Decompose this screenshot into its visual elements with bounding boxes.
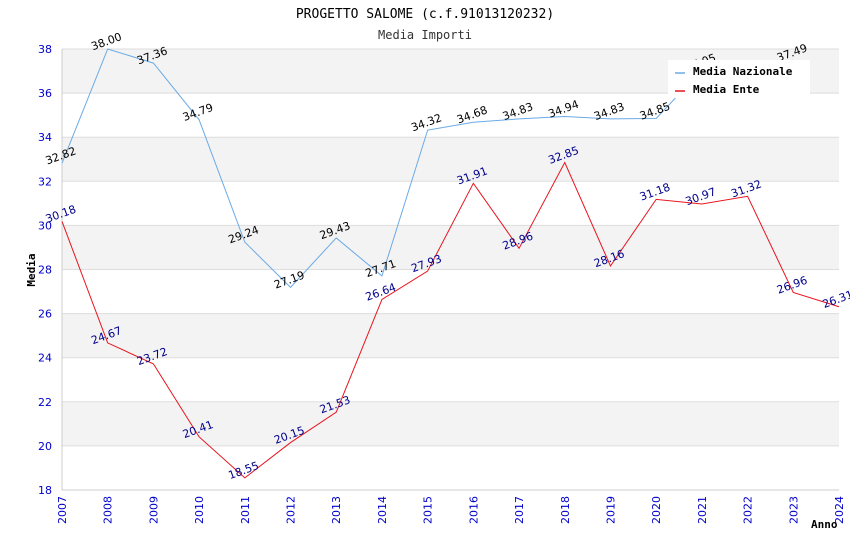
x-tick-label: 2023 <box>787 496 800 524</box>
y-tick-label: 38 <box>38 43 52 56</box>
x-tick-label: 2022 <box>742 496 755 524</box>
x-tick-label: 2024 <box>833 496 846 524</box>
y-tick-label: 32 <box>38 175 52 188</box>
plot-band <box>62 313 839 358</box>
y-axis-ticks: 18 20 22 24 26 28 30 32 34 36 38 <box>38 43 52 497</box>
x-tick-label: 2011 <box>239 496 252 524</box>
x-tick-label: 2014 <box>376 496 389 524</box>
legend-background <box>668 60 810 98</box>
y-tick-label: 36 <box>38 87 52 100</box>
plot-band <box>62 269 839 314</box>
x-tick-label: 2010 <box>193 496 206 524</box>
x-tick-label: 2013 <box>330 496 343 524</box>
y-tick-label: 30 <box>38 219 52 232</box>
plot-band <box>62 445 839 490</box>
y-axis-label: Media <box>25 253 38 286</box>
legend: Media Nazionale Media Ente <box>668 60 810 98</box>
legend-label-media-nazionale: Media Nazionale <box>693 65 793 78</box>
y-tick-label: 22 <box>38 396 52 409</box>
x-tick-label: 2008 <box>102 496 115 524</box>
plot-band <box>62 93 839 138</box>
x-tick-label: 2017 <box>513 496 526 524</box>
series-line-media-nazionale <box>61 48 794 289</box>
y-tick-label: 26 <box>38 308 52 321</box>
y-tick-label: 18 <box>38 484 52 497</box>
y-tick-label: 24 <box>38 352 52 365</box>
plot-band <box>62 137 839 182</box>
x-tick-label: 2015 <box>422 496 435 524</box>
plot-band <box>62 401 839 446</box>
y-tick-label: 34 <box>38 131 52 144</box>
x-axis-ticks: 2007 2008 2009 2010 2011 2012 2013 2014 2015 2016… <box>56 496 846 524</box>
plot-band <box>62 225 839 270</box>
grid-lines <box>61 48 839 491</box>
plot-band <box>62 357 839 402</box>
x-tick-label: 2009 <box>147 496 160 524</box>
x-tick-label: 2019 <box>604 496 617 524</box>
series-line-media-ente <box>61 161 840 479</box>
chart-subtitle: Media Importi <box>378 28 472 42</box>
x-tick-label: 2016 <box>467 496 480 524</box>
x-tick-label: 2021 <box>696 496 709 524</box>
y-tick-label: 28 <box>38 264 52 277</box>
plot-band <box>62 181 839 226</box>
x-tick-label: 2020 <box>650 496 663 524</box>
legend-label-media-ente: Media Ente <box>693 83 760 96</box>
x-tick-label: 2012 <box>285 496 298 524</box>
y-tick-label: 20 <box>38 440 52 453</box>
x-tick-label: 2018 <box>559 496 572 524</box>
chart-title: PROGETTO SALOME (c.f.91013120232) <box>296 7 554 22</box>
x-tick-label: 2007 <box>56 496 69 524</box>
x-axis-label: Anno <box>811 518 838 531</box>
